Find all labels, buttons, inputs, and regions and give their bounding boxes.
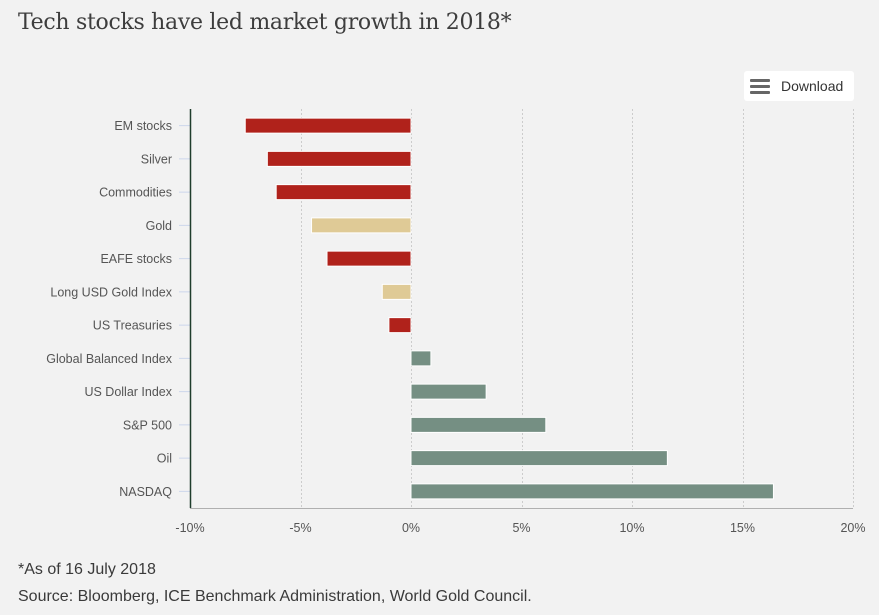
menu-icon (750, 78, 770, 94)
bar (410, 416, 547, 433)
x-tick-label: -10% (175, 521, 204, 535)
bar (275, 184, 412, 201)
bar (410, 383, 487, 400)
category-label: US Dollar Index (84, 385, 172, 399)
bar (388, 317, 412, 334)
bar (266, 150, 412, 167)
x-tick-labels: -10% -5% 0% 5% 10% 15% 20% (175, 521, 865, 535)
category-label: Gold (146, 219, 172, 233)
download-button[interactable]: Download (744, 71, 854, 101)
bar (410, 350, 432, 367)
category-label: EM stocks (114, 119, 172, 133)
footnote: *As of 16 July 2018 (18, 561, 156, 578)
category-label: Commodities (99, 186, 172, 200)
category-label: NASDAQ (119, 485, 172, 499)
axes (179, 109, 853, 509)
category-label: US Treasuries (93, 319, 172, 333)
x-tick-label: 20% (840, 521, 865, 535)
bar (326, 250, 412, 267)
category-label: Oil (157, 452, 172, 466)
bar (244, 117, 412, 134)
bars (244, 117, 774, 500)
category-label: EAFE stocks (100, 252, 172, 266)
bar (410, 483, 774, 500)
category-label: Global Balanced Index (46, 352, 173, 366)
bar (410, 450, 668, 467)
source-note: Source: Bloomberg, ICE Benchmark Adminis… (18, 588, 532, 605)
download-label: Download (781, 78, 844, 94)
x-tick-label: 10% (619, 521, 644, 535)
gridlines (301, 109, 854, 508)
category-labels: EM stocks Silver Commodities Gold EAFE stock… (46, 119, 173, 499)
bar (381, 283, 412, 300)
category-label: S&P 500 (123, 418, 172, 432)
chart-title: Tech stocks have led market growth in 20… (18, 10, 512, 35)
category-label: Long USD Gold Index (50, 285, 172, 299)
x-tick-label: -5% (289, 521, 311, 535)
x-tick-label: 5% (512, 521, 530, 535)
x-tick-label: 0% (402, 521, 420, 535)
x-tick-label: 15% (730, 521, 755, 535)
bar (311, 217, 412, 234)
category-label: Silver (141, 152, 172, 166)
